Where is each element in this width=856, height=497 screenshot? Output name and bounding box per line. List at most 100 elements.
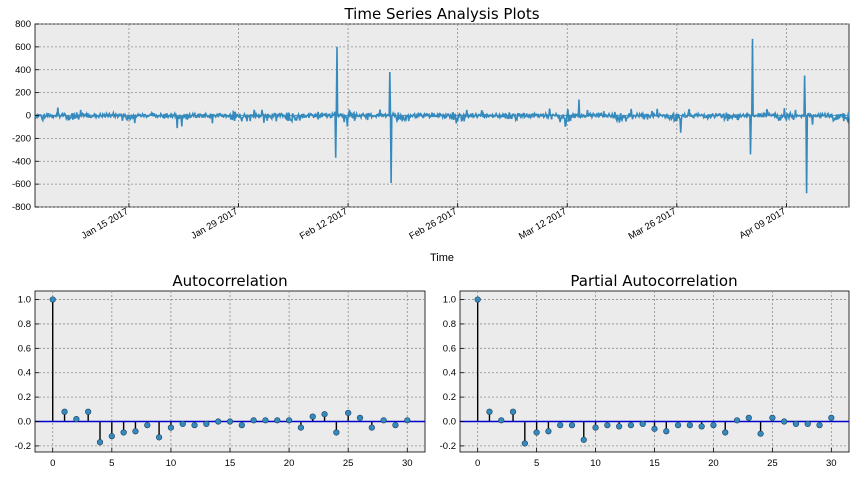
acf-x-tick-label: 5: [109, 458, 114, 469]
acf-grid: [35, 291, 425, 452]
pacf-point: [474, 296, 481, 303]
pacf-point: [733, 417, 741, 424]
acf-point: [321, 411, 328, 418]
pacf-title: Partial Autocorrelation: [570, 272, 737, 290]
pacf-x-tick-label: 5: [534, 458, 539, 469]
acf-y-tick-label: 1.0: [18, 295, 31, 306]
acf-y-tick-label: 0.4: [18, 368, 31, 379]
time-series-y-tick-label: -200: [12, 133, 31, 144]
pacf-y-ticks: -0.2 0.0 0.2 0.4 0.6 0.8 1.0: [440, 295, 464, 452]
acf-point: [345, 409, 352, 417]
acf-point: [167, 424, 175, 431]
pacf-point: [828, 414, 835, 421]
time-series-line: [34, 38, 850, 194]
acf-point: [309, 413, 316, 420]
pacf-y-tick-label: 0.0: [443, 417, 456, 428]
acf-point: [356, 414, 364, 421]
pacf-point: [498, 417, 505, 424]
acf-point: [144, 422, 151, 429]
time-series-y-tick-label: 600: [15, 42, 31, 53]
pacf-point: [604, 422, 611, 429]
acf-point: [297, 424, 305, 431]
acf-y-tick-label: 0.8: [18, 319, 31, 330]
acf-y-ticks: -0.2 0.0 0.2 0.4 0.6 0.8 1.0: [15, 295, 39, 452]
acf-panel: -0.2 0.0 0.2 0.4 0.6 0.8 1.0 0 5 10 15 20 25 30 Auto…: [15, 272, 426, 469]
time-series-x-tick-label: Mar 12 2017: [517, 206, 569, 242]
acf-y-tick-label: 0.2: [18, 392, 31, 403]
acf-point: [85, 408, 92, 415]
time-series-title: Time Series Analysis Plots: [343, 5, 539, 23]
time-series-x-label: Time: [430, 252, 454, 264]
pacf-point: [686, 422, 693, 429]
time-series-y-tick-label: -800: [12, 202, 31, 213]
acf-y-tick-label: 0.6: [18, 343, 31, 354]
time-series-x-tick-label: Jan 29 2017: [189, 206, 240, 242]
time-series-x-ticks: Jan 15 2017 Jan 29 2017 Feb 12 2017 Feb 26 …: [80, 203, 788, 242]
pacf-stems: [460, 296, 849, 447]
acf-x-tick-label: 0: [50, 458, 55, 469]
pacf-point: [698, 423, 705, 430]
time-series-y-tick-label: 800: [15, 19, 31, 30]
pacf-x-ticks: 0 5 10 15 20 25 30: [475, 448, 837, 469]
acf-point: [226, 418, 234, 425]
time-series-x-tick-label: Jan 15 2017: [80, 206, 131, 242]
pacf-point: [651, 425, 658, 432]
acf-stems: [35, 296, 425, 446]
acf-point: [179, 420, 186, 428]
acf-x-tick-label: 25: [343, 458, 354, 469]
pacf-point: [792, 420, 800, 428]
pacf-point: [486, 408, 493, 415]
time-series-y-tick-label: 200: [15, 88, 31, 99]
acf-point: [333, 429, 340, 436]
acf-point: [380, 417, 387, 424]
acf-title: Autocorrelation: [172, 272, 287, 290]
pacf-y-tick-label: 0.4: [443, 368, 456, 379]
pacf-point: [722, 429, 729, 436]
pacf-x-tick-label: 10: [590, 458, 601, 469]
pacf-y-tick-label: 1.0: [443, 295, 456, 306]
acf-point: [108, 433, 115, 440]
pacf-x-tick-label: 20: [708, 458, 719, 469]
pacf-point: [781, 418, 788, 425]
pacf-y-tick-label: 0.8: [443, 319, 456, 330]
pacf-x-tick-label: 25: [767, 458, 778, 469]
acf-point: [262, 417, 269, 424]
acf-x-tick-label: 10: [166, 458, 177, 469]
pacf-point: [545, 428, 552, 435]
acf-point: [132, 428, 139, 435]
pacf-point: [627, 422, 635, 429]
acf-point: [404, 417, 411, 424]
acf-point: [191, 422, 198, 429]
pacf-y-tick-label: 0.6: [443, 343, 456, 354]
acf-point: [250, 417, 257, 424]
pacf-x-tick-label: 15: [649, 458, 660, 469]
acf-x-tick-label: 15: [225, 458, 236, 469]
acf-point: [368, 424, 375, 431]
pacf-x-tick-label: 30: [826, 458, 837, 469]
acf-x-tick-label: 30: [402, 458, 413, 469]
pacf-panel: -0.2 0.0 0.2 0.4 0.6 0.8 1.0 0 5 10 15 20 25 30 Part…: [440, 272, 850, 469]
pacf-point: [509, 408, 517, 415]
pacf-point: [557, 422, 564, 429]
pacf-point: [804, 420, 811, 428]
pacf-point: [816, 422, 823, 429]
pacf-point: [592, 424, 599, 431]
pacf-point: [639, 420, 646, 428]
acf-point: [274, 417, 281, 424]
acf-point: [49, 296, 56, 303]
time-series-x-tick-label: Feb 26 2017: [407, 206, 459, 242]
acf-point: [120, 429, 127, 436]
time-series-y-tick-label: 400: [15, 65, 31, 76]
time-series-y-tick-label: 0: [26, 111, 31, 122]
time-series-y-ticks: -800 -600 -400 -200 0 200 400 600 800: [12, 19, 39, 213]
acf-point: [203, 420, 210, 428]
acf-point: [285, 417, 293, 424]
pacf-point: [568, 422, 576, 429]
acf-y-tick-label: 0.0: [18, 417, 31, 428]
pacf-point: [580, 436, 587, 443]
pacf-point: [616, 423, 623, 430]
acf-point: [155, 434, 163, 441]
time-series-x-tick-label: Apr 09 2017: [738, 206, 788, 241]
pacf-x-tick-label: 0: [475, 458, 480, 469]
acf-y-tick-label: -0.2: [15, 441, 31, 452]
